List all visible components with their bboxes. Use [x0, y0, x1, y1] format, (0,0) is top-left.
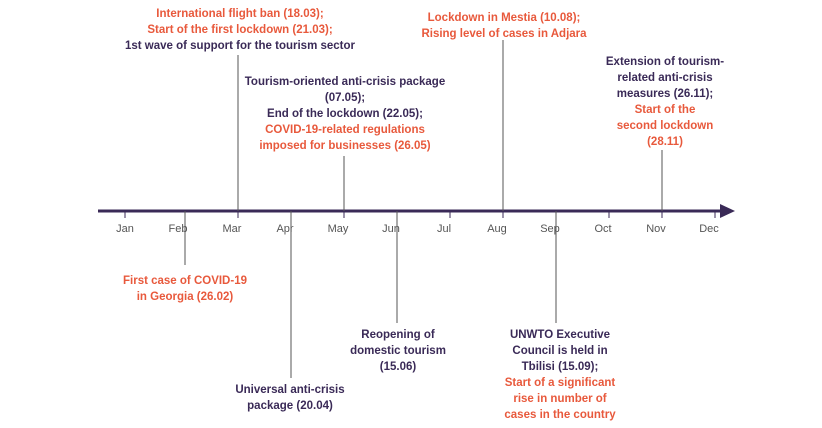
- event-may-line: End of the lockdown (22.05);: [267, 108, 423, 120]
- event-may-line: (07.05);: [324, 92, 366, 104]
- event-nov-line: related anti-crisis: [617, 72, 713, 84]
- event-sep-line: Tbilisi (15.09);: [521, 361, 599, 373]
- month-label-sep: Sep: [540, 223, 560, 235]
- event-jun-line: (15.06): [379, 361, 417, 373]
- event-aug-line: Lockdown in Mestia (10.08);: [427, 12, 581, 24]
- month-label-jan: Jan: [116, 223, 134, 235]
- month-label-nov: Nov: [646, 223, 666, 235]
- event-may-line: Tourism-oriented anti-crisis package: [244, 76, 446, 88]
- event-jun-line: Reopening of: [361, 329, 435, 341]
- month-label-jun: Jun: [382, 223, 400, 235]
- event-sep-line: UNWTO Executive: [509, 329, 611, 341]
- event-may-line: COVID-19-related regulations: [265, 124, 425, 136]
- month-label-jul: Jul: [437, 223, 451, 235]
- event-march: International flight ban (18.03); Start o…: [90, 6, 390, 54]
- event-sep-line: cases in the country: [504, 409, 616, 421]
- event-aug-line: Rising level of cases in Adjara: [421, 28, 587, 40]
- event-mar-line: Start of the first lockdown (21.03);: [147, 24, 333, 36]
- event-nov-line: Extension of tourism-: [605, 56, 725, 68]
- timeline-arrowhead: [720, 204, 735, 218]
- event-september: UNWTO Executive Council is held in Tbilisi…: [485, 327, 635, 423]
- event-november: Extension of tourism-related anti-crisis…: [590, 54, 740, 150]
- month-label-aug: Aug: [487, 223, 507, 235]
- event-apr-line: package (20.04): [247, 400, 333, 412]
- event-mar-line: 1st wave of support for the tourism sect…: [124, 40, 356, 52]
- event-feb-line: in Georgia (26.02): [136, 291, 234, 303]
- event-apr-line: Universal anti-crisis: [235, 384, 345, 396]
- month-label-may: May: [328, 223, 349, 235]
- event-nov-line: second lockdown: [616, 120, 714, 132]
- month-label-apr: Apr: [276, 223, 293, 235]
- event-sep-line: Council is held in: [512, 345, 608, 357]
- event-feb-line: First case of COVID-19: [123, 275, 247, 287]
- month-label-oct: Oct: [594, 223, 611, 235]
- month-label-dec: Dec: [699, 223, 719, 235]
- event-nov-line: (28.11): [647, 136, 683, 148]
- event-june: Reopening of domestic tourism (15.06): [333, 327, 463, 375]
- event-august: Lockdown in Mestia (10.08); Rising level …: [404, 10, 604, 42]
- event-mar-line: International flight ban (18.03);: [156, 8, 324, 20]
- event-may: Tourism-oriented anti-crisis package (07.…: [220, 74, 470, 154]
- event-jun-line: domestic tourism: [350, 345, 446, 357]
- event-nov-line: measures (26.11);: [616, 88, 714, 100]
- month-label-mar: Mar: [223, 223, 242, 235]
- month-label-feb: Feb: [169, 223, 188, 235]
- event-february: First case of COVID-19 in Georgia (26.02): [105, 273, 265, 305]
- event-may-line: imposed for businesses (26.05): [259, 140, 431, 152]
- event-sep-line: Start of a significant: [504, 377, 616, 389]
- event-april: Universal anti-crisis package (20.04): [215, 382, 365, 414]
- event-nov-line: Start of the: [634, 104, 696, 116]
- event-sep-line: rise in number of: [513, 393, 607, 405]
